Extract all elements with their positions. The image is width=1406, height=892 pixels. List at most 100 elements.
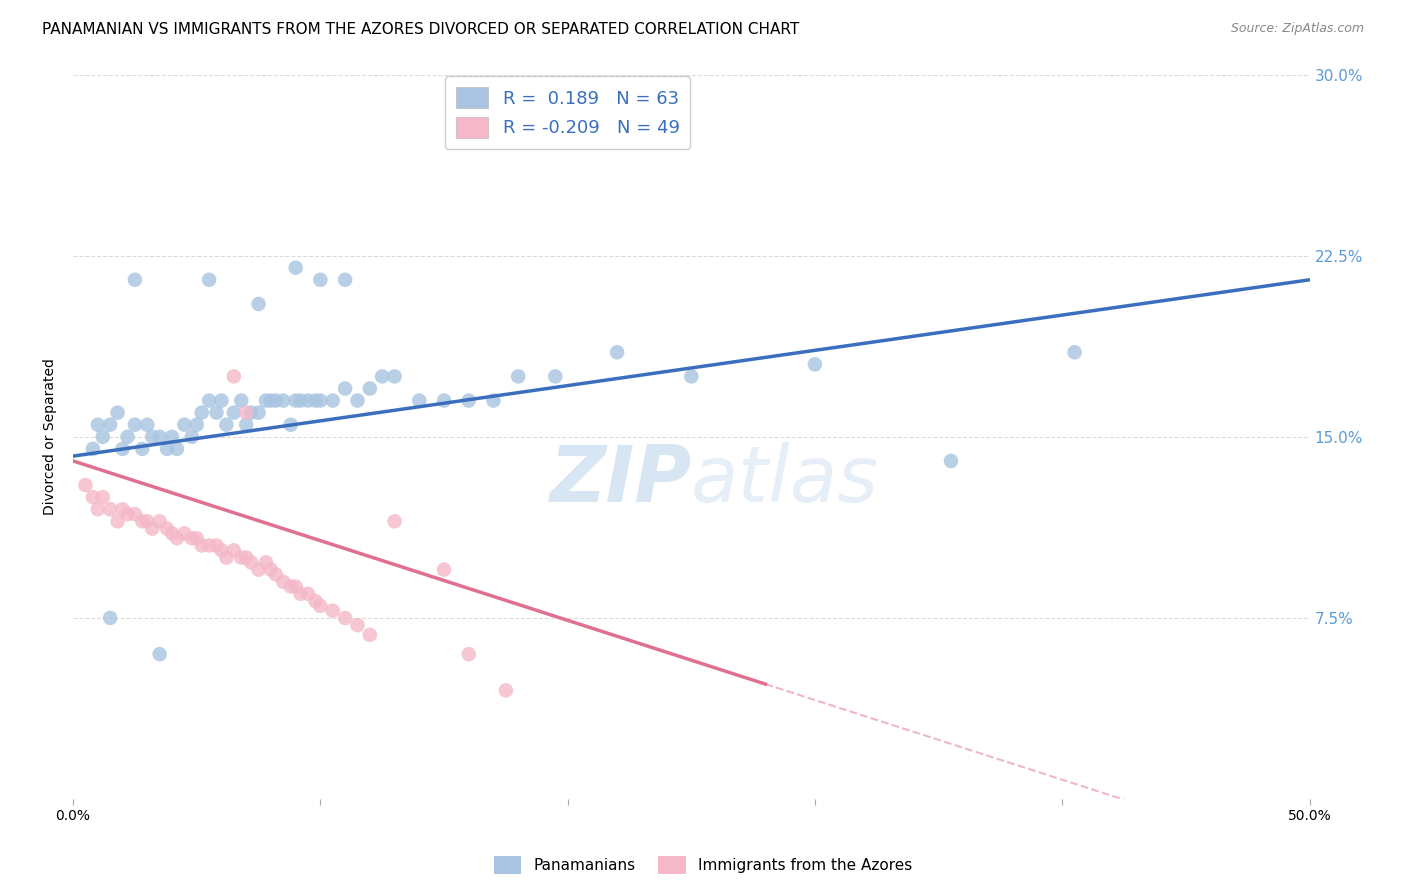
Point (173, 526, 195, 541)
Point (333, 382, 356, 396)
Point (141, 522, 163, 536)
Point (322, 604, 344, 618)
Point (149, 647, 172, 661)
Point (304, 393, 326, 408)
Point (240, 555, 263, 569)
Point (235, 406, 257, 420)
Point (198, 273, 221, 287)
Point (240, 406, 263, 420)
Point (333, 273, 356, 287)
Point (111, 442, 134, 456)
Point (508, 369, 530, 384)
Point (284, 393, 307, 408)
Point (98, 502, 121, 516)
Y-axis label: Divorced or Separated: Divorced or Separated (44, 359, 58, 516)
Point (156, 522, 179, 536)
Point (322, 393, 344, 408)
Point (359, 628, 381, 642)
Point (149, 430, 172, 444)
Point (91, 490, 114, 504)
Point (433, 393, 456, 408)
Point (87, 417, 110, 432)
Point (271, 574, 294, 589)
Point (235, 550, 257, 565)
Point (260, 393, 283, 408)
Point (384, 369, 406, 384)
Point (247, 406, 270, 420)
Point (186, 531, 208, 545)
Point (180, 531, 202, 545)
Point (271, 393, 294, 408)
Point (117, 430, 139, 444)
Point (215, 550, 238, 565)
Point (98, 417, 121, 432)
Point (346, 618, 368, 632)
Point (495, 683, 517, 698)
Point (544, 369, 567, 384)
Text: atlas: atlas (692, 442, 879, 518)
Point (222, 406, 245, 420)
Point (111, 502, 134, 516)
Point (160, 430, 183, 444)
Point (198, 393, 221, 408)
Point (482, 393, 505, 408)
Point (290, 587, 312, 601)
Point (433, 563, 456, 577)
Point (260, 563, 283, 577)
Text: Source: ZipAtlas.com: Source: ZipAtlas.com (1230, 22, 1364, 36)
Point (190, 539, 212, 553)
Point (359, 382, 381, 396)
Point (131, 514, 153, 528)
Point (247, 297, 270, 311)
Legend: Panamanians, Immigrants from the Azores: Panamanians, Immigrants from the Azores (488, 850, 918, 880)
Point (939, 454, 962, 468)
Point (247, 563, 270, 577)
Point (254, 393, 277, 408)
Point (235, 417, 257, 432)
Point (205, 539, 228, 553)
Point (166, 442, 188, 456)
Point (205, 406, 228, 420)
Point (346, 393, 368, 408)
Point (231, 393, 253, 408)
Point (82, 490, 104, 504)
Point (211, 543, 233, 558)
Point (284, 580, 307, 594)
Point (384, 514, 406, 528)
Point (180, 430, 202, 444)
Point (75, 478, 97, 492)
Point (124, 273, 146, 287)
Point (457, 393, 479, 408)
Point (173, 417, 195, 432)
Point (82, 442, 104, 456)
Point (107, 514, 129, 528)
Point (297, 393, 319, 408)
Point (211, 393, 233, 408)
Point (222, 369, 245, 384)
Point (408, 393, 430, 408)
Point (264, 393, 287, 408)
Point (333, 611, 356, 625)
Point (231, 550, 253, 565)
Point (309, 273, 332, 287)
Point (160, 526, 183, 541)
Point (124, 507, 146, 521)
Point (681, 369, 703, 384)
Point (149, 514, 172, 528)
Point (186, 417, 208, 432)
Point (297, 587, 319, 601)
Point (136, 417, 159, 432)
Point (290, 393, 312, 408)
Point (284, 260, 307, 275)
Point (198, 539, 221, 553)
Point (107, 406, 129, 420)
Point (457, 647, 479, 661)
Point (98, 611, 121, 625)
Legend: R =  0.189   N = 63, R = -0.209   N = 49: R = 0.189 N = 63, R = -0.209 N = 49 (444, 77, 690, 149)
Point (156, 442, 179, 456)
Point (166, 531, 188, 545)
Point (215, 417, 238, 432)
Point (254, 555, 277, 569)
Point (309, 599, 332, 613)
Point (87, 502, 110, 516)
